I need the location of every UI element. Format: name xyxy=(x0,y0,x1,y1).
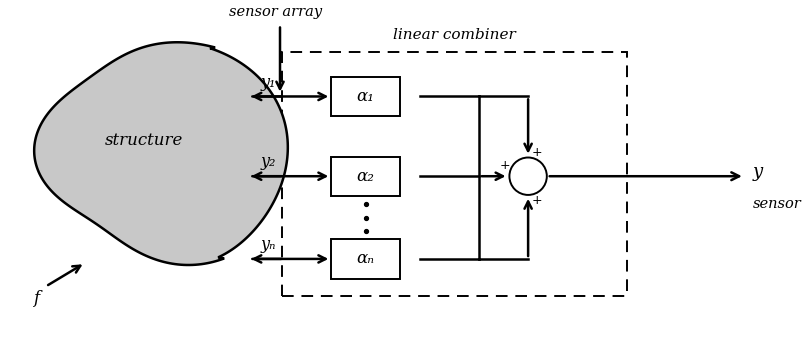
Text: sensor: sensor xyxy=(753,197,801,211)
Text: structure: structure xyxy=(105,132,183,149)
Text: y₂: y₂ xyxy=(260,153,276,170)
Polygon shape xyxy=(34,42,288,265)
FancyBboxPatch shape xyxy=(331,157,400,196)
Text: +: + xyxy=(500,159,510,172)
Text: linear combiner: linear combiner xyxy=(393,28,516,42)
Text: f: f xyxy=(32,290,39,307)
Text: αₙ: αₙ xyxy=(357,251,375,267)
Text: +: + xyxy=(532,147,543,159)
FancyBboxPatch shape xyxy=(331,77,400,116)
Text: +: + xyxy=(532,194,543,207)
Text: yₙ: yₙ xyxy=(260,236,276,253)
Text: sensor array: sensor array xyxy=(229,5,322,19)
Text: y: y xyxy=(753,163,762,181)
FancyBboxPatch shape xyxy=(331,239,400,279)
Circle shape xyxy=(509,157,547,195)
Text: y₁: y₁ xyxy=(260,74,276,90)
Text: α₁: α₁ xyxy=(357,88,375,105)
Text: α₂: α₂ xyxy=(357,168,375,185)
